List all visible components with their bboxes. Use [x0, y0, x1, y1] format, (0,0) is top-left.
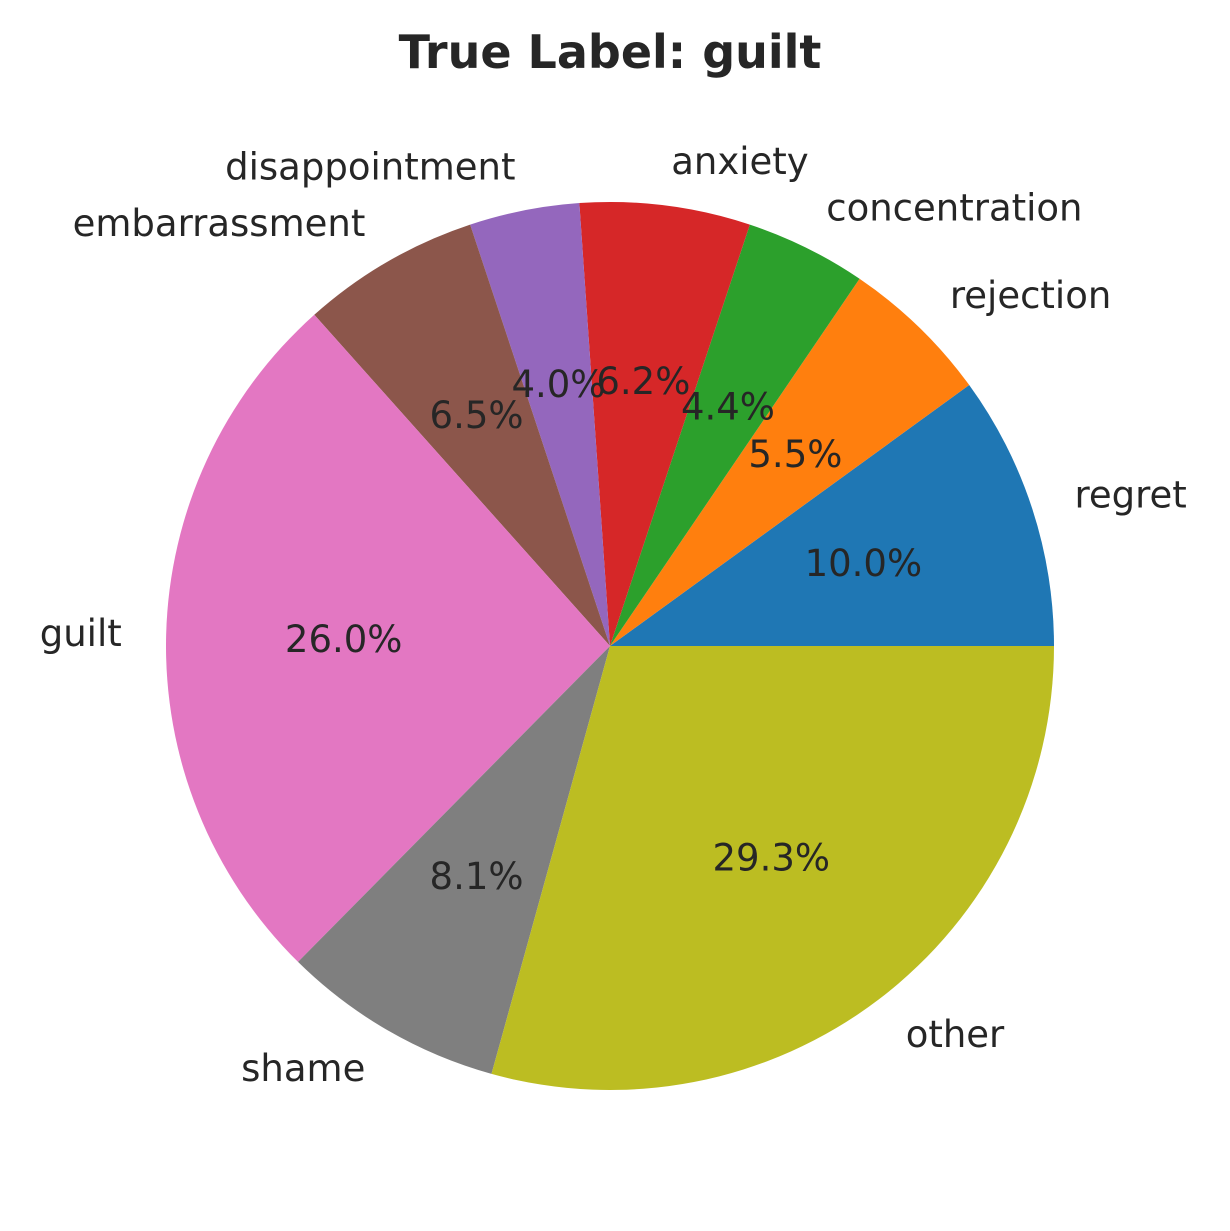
- pct-label-guilt: 26.0%: [285, 618, 403, 661]
- slice-label-other: other: [906, 1013, 1005, 1056]
- slice-label-regret: regret: [1074, 474, 1186, 517]
- pct-label-embarrassment: 6.5%: [430, 394, 524, 437]
- slice-label-guilt: guilt: [40, 612, 122, 655]
- pie-slice-rejection: [610, 278, 970, 646]
- chart-title: True Label: guilt: [399, 25, 822, 79]
- slice-label-anxiety: anxiety: [671, 140, 808, 183]
- pie-slice-regret: [610, 385, 1054, 646]
- pct-label-shame: 8.1%: [430, 855, 524, 898]
- slice-label-concentration: concentration: [826, 187, 1082, 230]
- pie-slice-embarrassment: [314, 224, 610, 646]
- pct-label-anxiety: 6.2%: [596, 360, 690, 403]
- pie-slice-concentration: [610, 224, 860, 646]
- slice-label-rejection: rejection: [950, 274, 1111, 317]
- percentage-labels: 10.0% 5.5%4.4%6.2%4.0%6.5% 26.0% 8.1% 29.3%: [285, 360, 922, 898]
- pie-slice-guilt: [165, 314, 610, 962]
- slice-label-embarrassment: embarrassment: [73, 202, 366, 245]
- pie-slice-disappointment: [470, 203, 610, 646]
- pie-slices: [165, 202, 1055, 1091]
- pct-label-other: 29.3%: [713, 837, 831, 880]
- slice-labels: regret rejection concentration anxiety disap…: [40, 140, 1187, 1090]
- pct-label-disappointment: 4.0%: [511, 363, 605, 406]
- pct-label-rejection: 5.5%: [748, 433, 842, 476]
- pie-slice-anxiety: [579, 202, 750, 646]
- pct-label-concentration: 4.4%: [681, 386, 775, 429]
- slice-label-disappointment: disappointment: [225, 145, 515, 188]
- pie-slice-other: [491, 646, 1055, 1091]
- pct-label-regret: 10.0%: [805, 542, 923, 585]
- pie-slice-shame: [298, 646, 610, 1074]
- slice-label-shame: shame: [241, 1047, 365, 1090]
